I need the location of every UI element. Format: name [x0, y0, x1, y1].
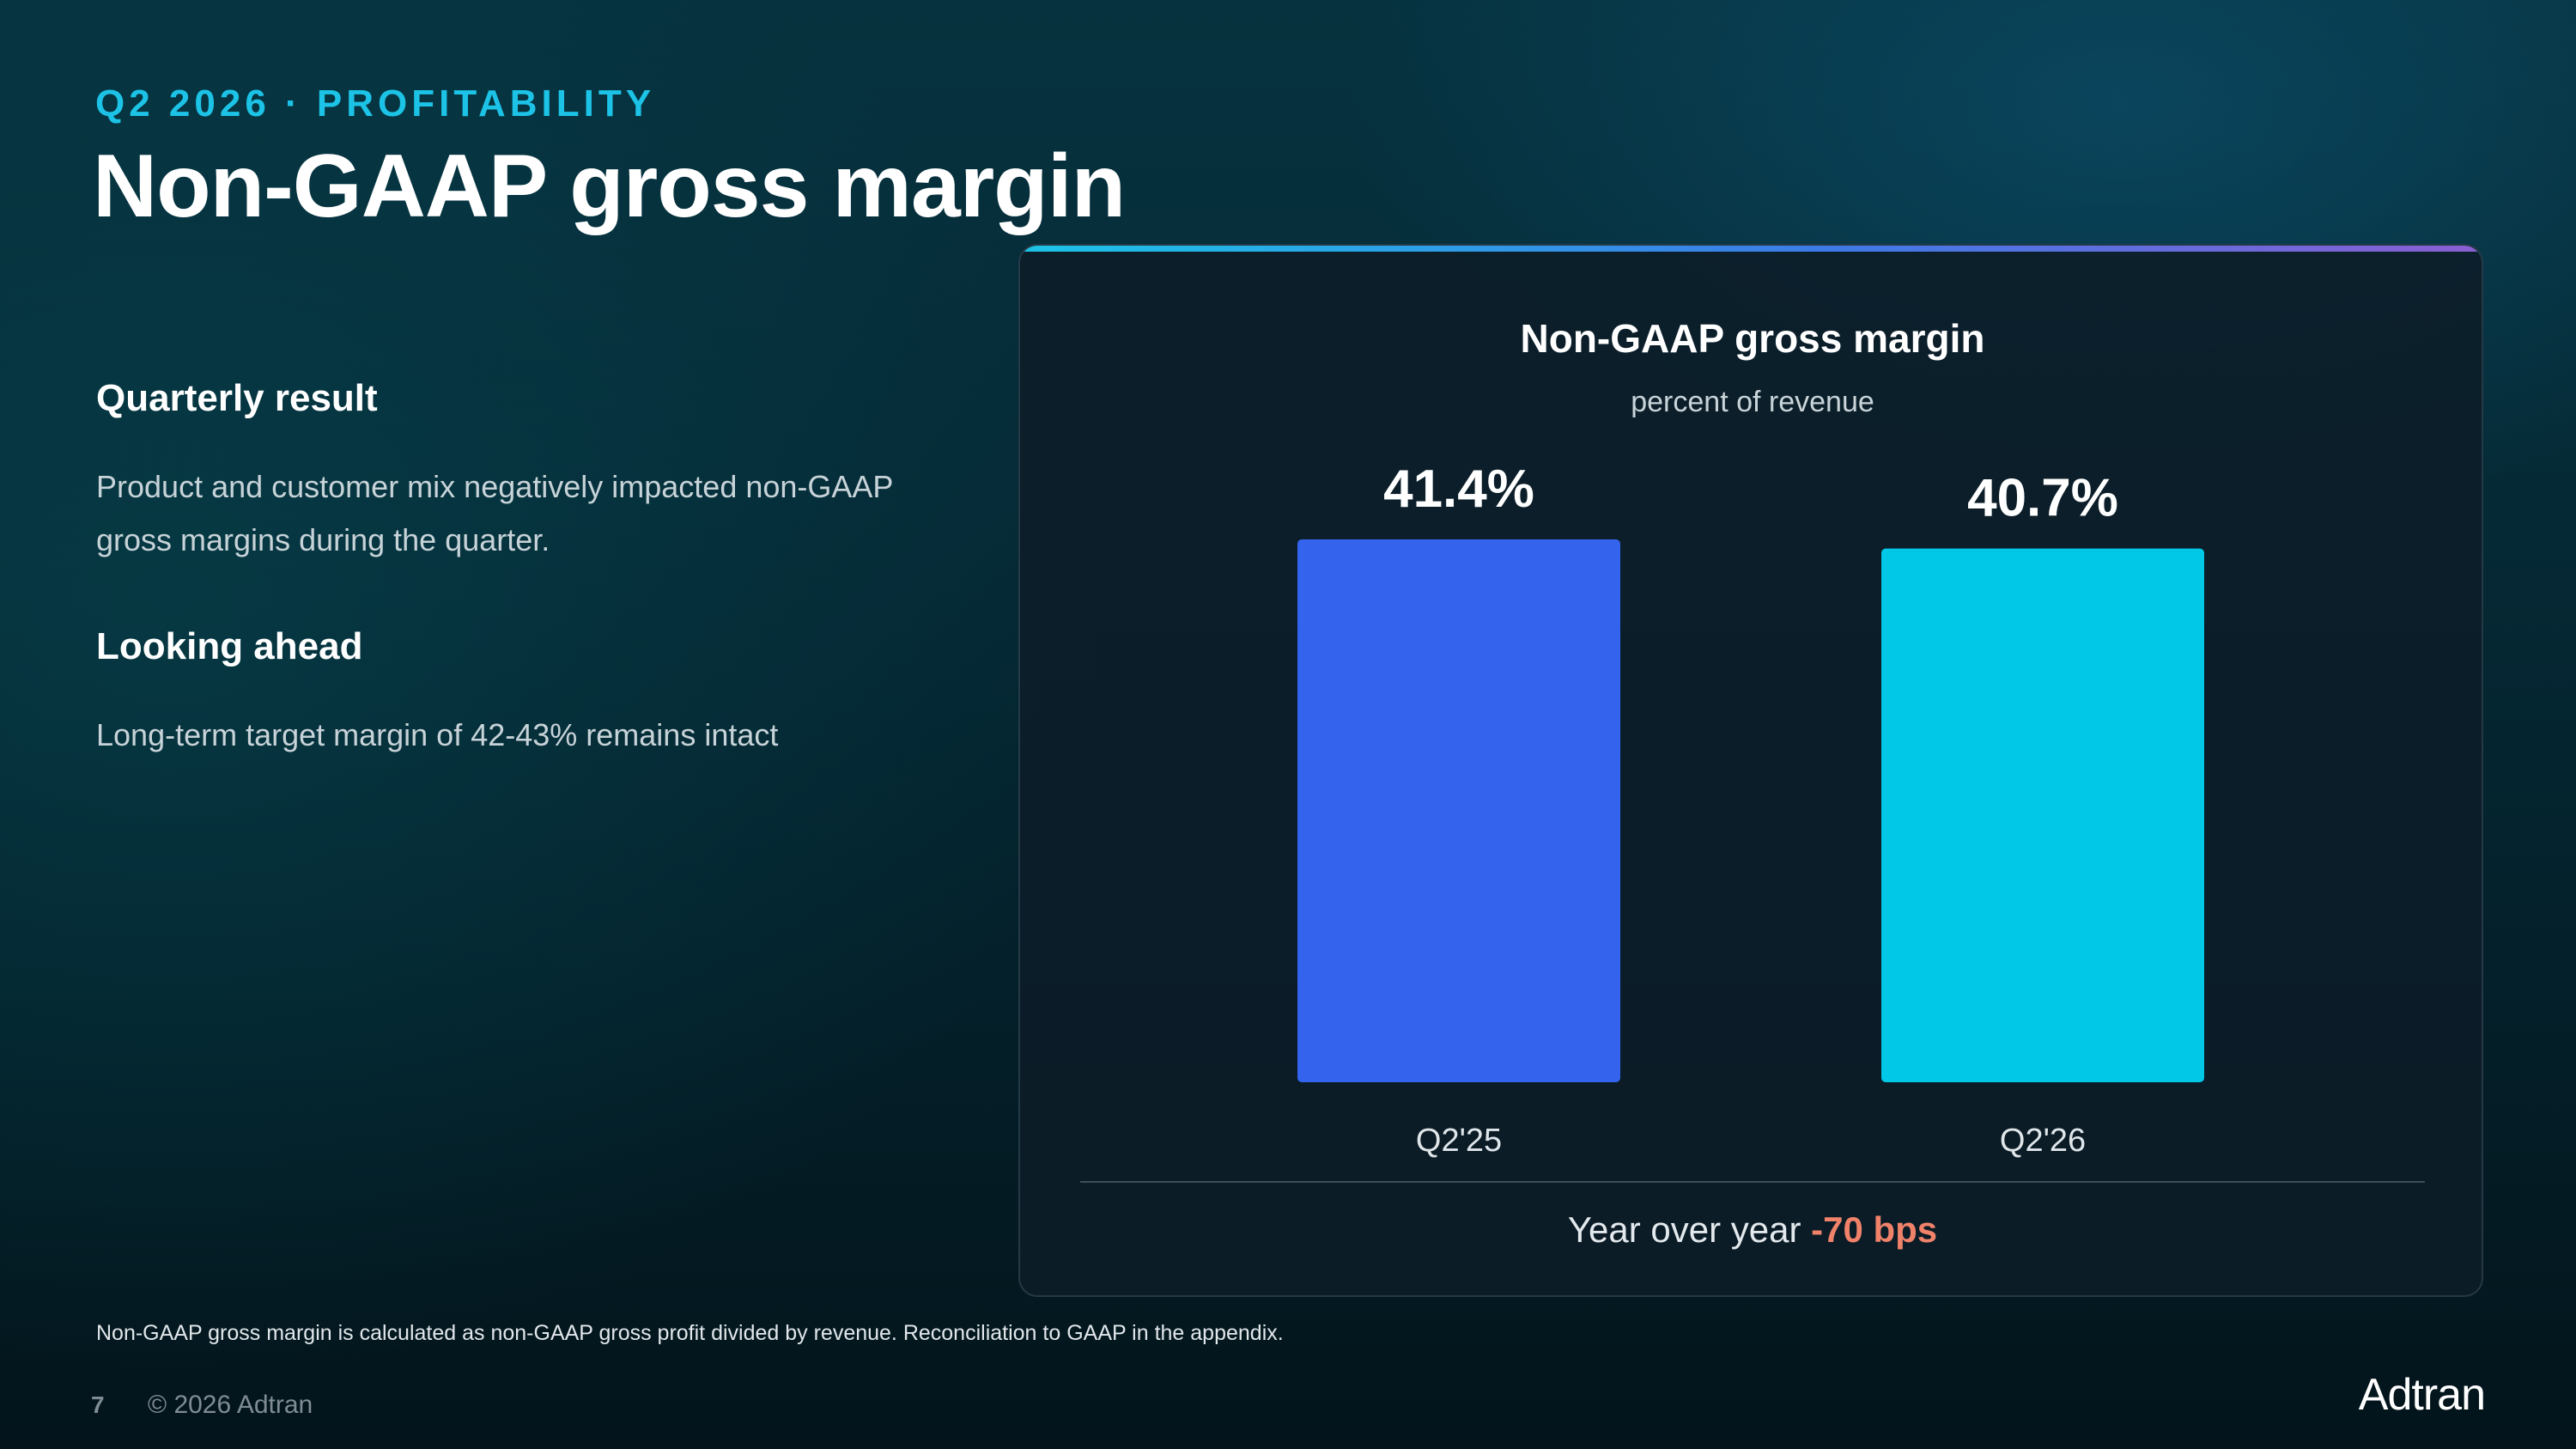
chart-card: Non-GAAP gross margin percent of revenue 4… — [1018, 244, 2483, 1297]
eyebrow-label: Q2 2026 · PROFITABILITY — [95, 82, 656, 125]
chart-subtitle: percent of revenue — [1631, 386, 1874, 418]
chart-title: Non-GAAP gross margin — [1521, 316, 1985, 361]
page-title: Non-GAAP gross margin — [93, 137, 1126, 236]
bar-chart: Non-GAAP gross margin percent of revenue 4… — [1297, 316, 2204, 1159]
section-quarterly-result: Quarterly result Product and customer mi… — [96, 377, 955, 567]
footnote: Non-GAAP gross margin is calculated as n… — [96, 1321, 1284, 1345]
page-number: 7 — [91, 1391, 105, 1418]
section-body: Long-term target margin of 42-43% remain… — [96, 717, 779, 753]
x-axis-tick-label: Q2'26 — [2000, 1123, 2086, 1159]
section-body: Product and customer mix negatively impa… — [96, 469, 893, 558]
x-axis-tick-label: Q2'25 — [1416, 1123, 1502, 1159]
section-looking-ahead: Looking ahead Long-term target margin of… — [96, 625, 955, 762]
yoy-label: Year over year — [1567, 1209, 1801, 1250]
copyright: © 2026 Adtran — [148, 1391, 313, 1419]
section-heading: Quarterly result — [96, 377, 378, 419]
bar-value-label: 40.7% — [1967, 469, 2118, 528]
card-accent-bar — [1020, 246, 2482, 252]
yoy-value: -70 bps — [1811, 1209, 1938, 1250]
bar-q226 — [1881, 548, 2204, 1082]
yoy-summary: Year over year -70 bps — [1020, 1209, 2482, 1251]
card-divider — [1080, 1181, 2425, 1183]
bar-q225 — [1297, 539, 1620, 1082]
section-heading: Looking ahead — [96, 625, 363, 667]
bar-value-label: 41.4% — [1383, 460, 1534, 519]
company-logo: Adtran — [2358, 1370, 2486, 1420]
